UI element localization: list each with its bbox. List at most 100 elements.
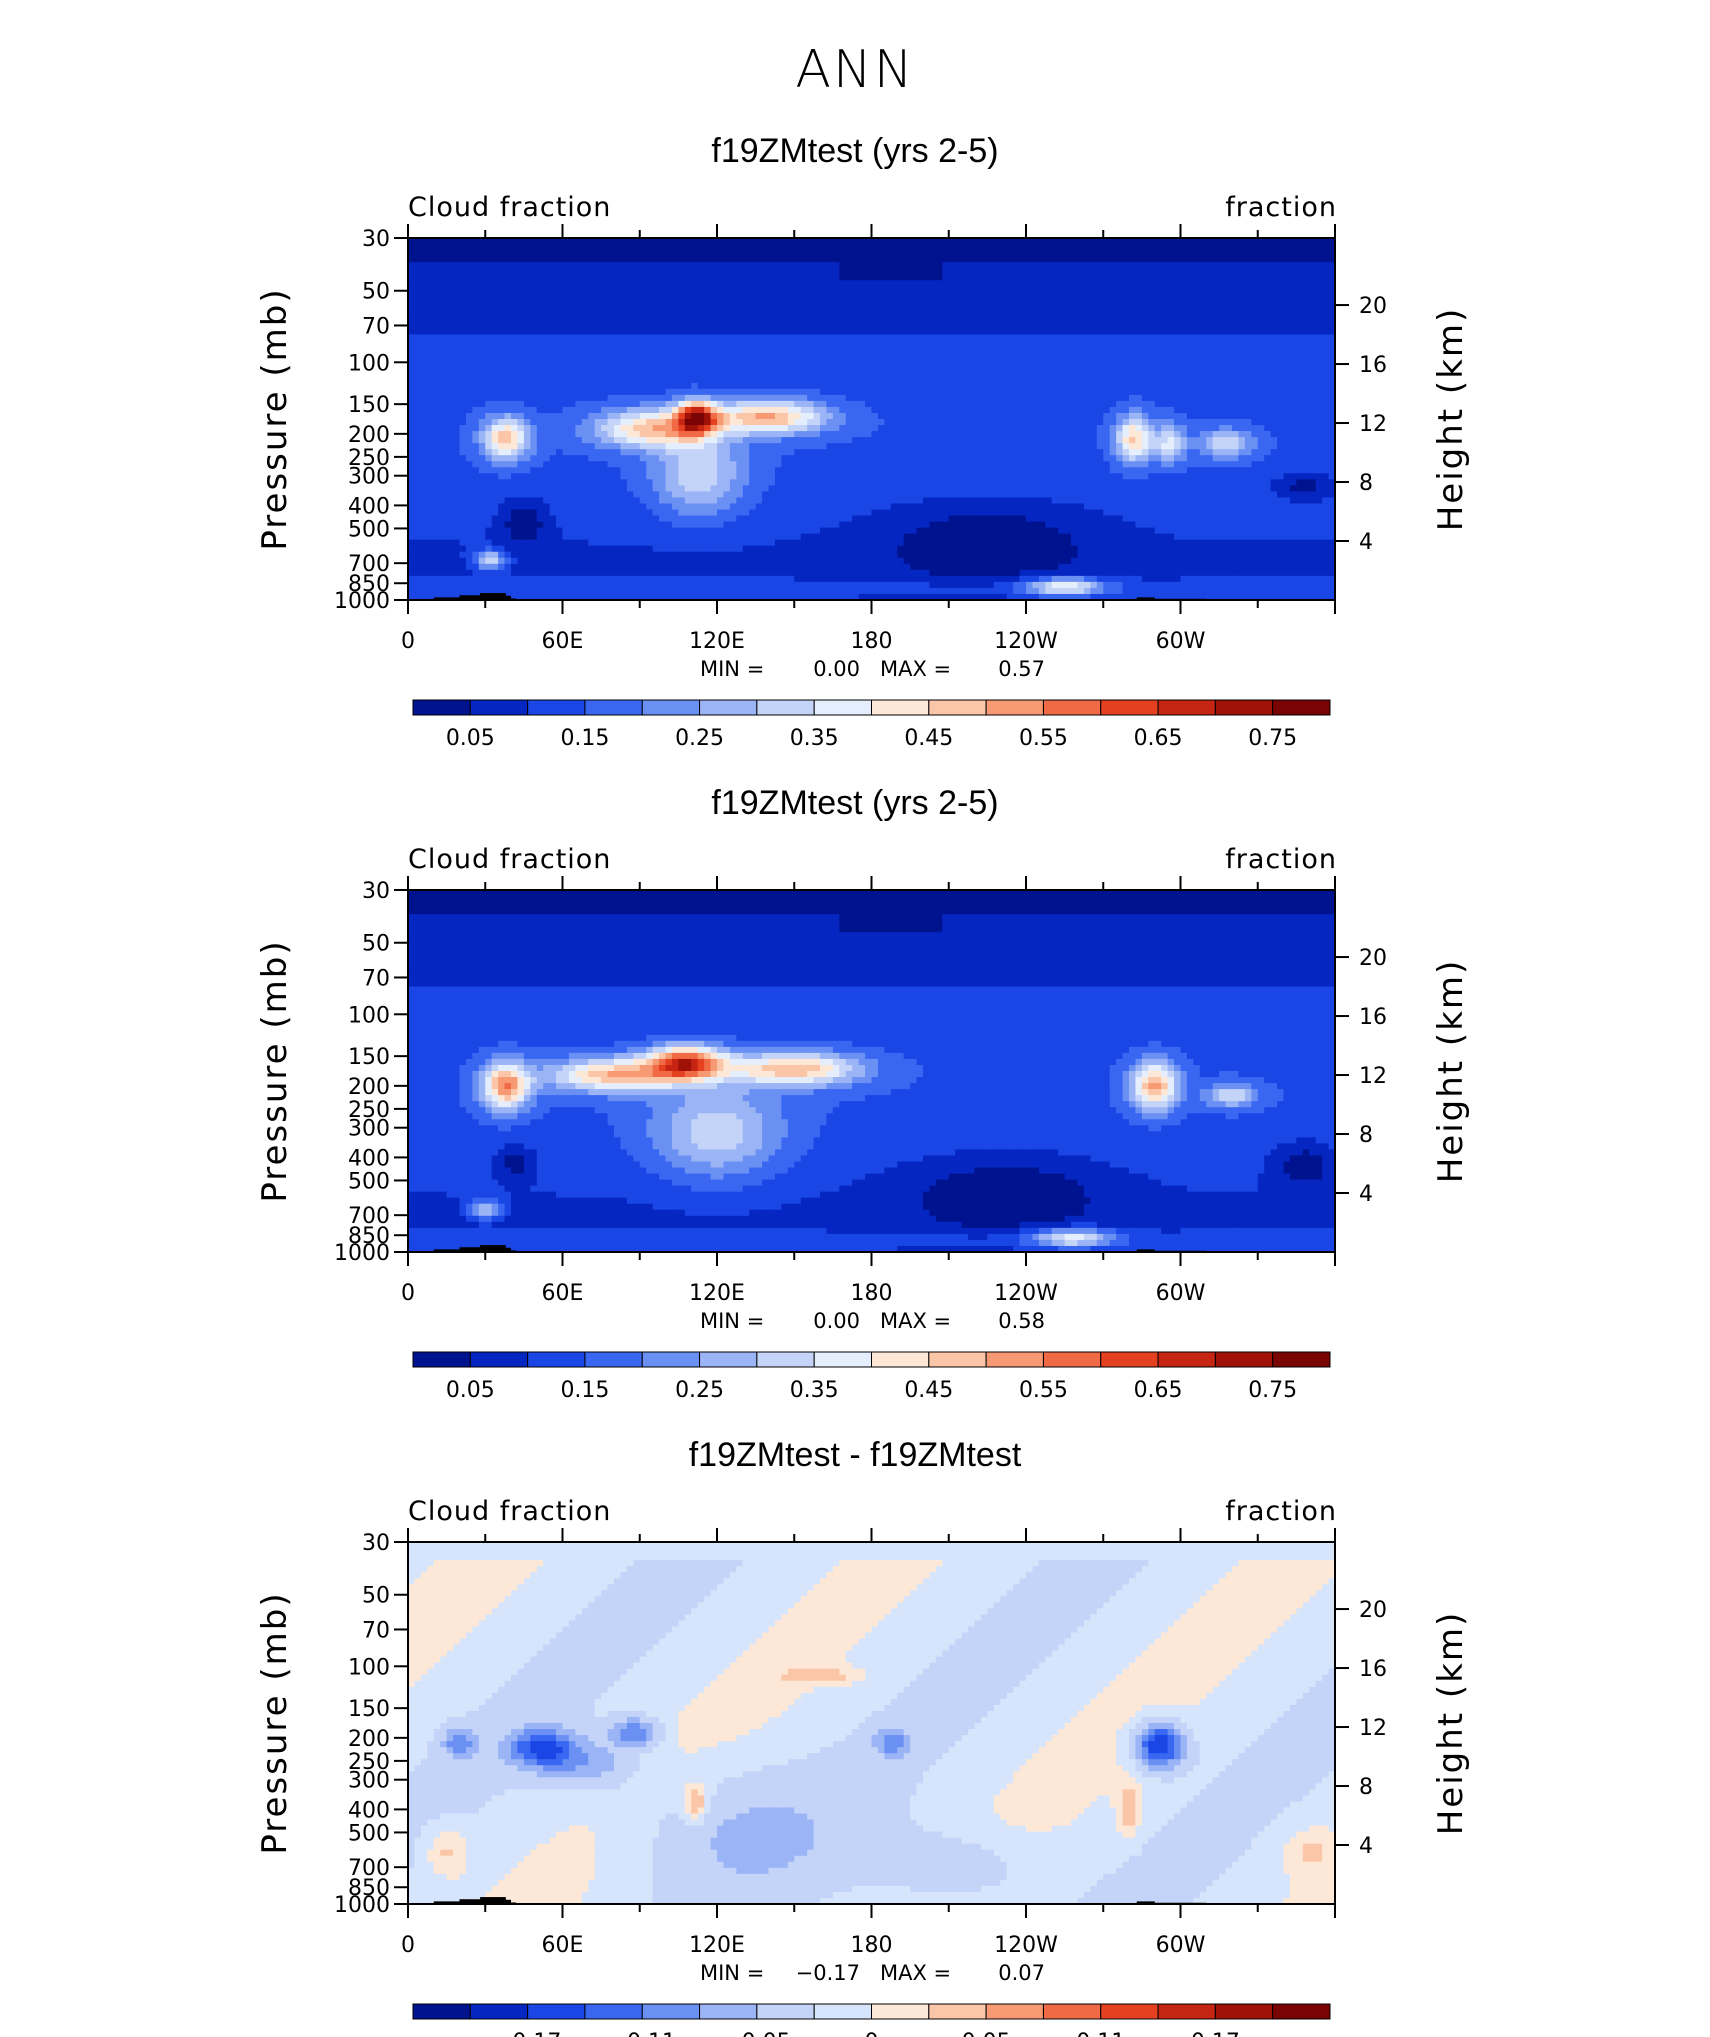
y-axis-label: Pressure (mb) (255, 939, 295, 1202)
min-value: −0.17 (796, 1961, 860, 1985)
y-tick-label: 1000 (334, 1893, 390, 1918)
colorbar-swatch (699, 2003, 758, 2020)
topography-mask (1136, 1901, 1155, 1904)
colorbar-swatch (928, 2003, 987, 2020)
y2-axis-label: Height (km) (1431, 1611, 1471, 1836)
contour-field-2 (408, 890, 1335, 1252)
x-tick-label: 120W (994, 1281, 1058, 1306)
units-label: fraction (1225, 1496, 1337, 1527)
colorbar-swatch (1214, 2003, 1274, 2020)
colorbar-swatch (527, 2003, 586, 2020)
topography-mask (1136, 597, 1155, 600)
y2-axis-label: Height (km) (1431, 959, 1471, 1184)
x-tick-label: 180 (851, 1281, 893, 1306)
colorbar-swatch (1272, 699, 1331, 716)
y2-tick-label: 8 (1359, 1775, 1373, 1800)
y2-tick-label: 8 (1359, 1123, 1373, 1148)
y2-tick-label: 16 (1359, 353, 1387, 378)
y2-tick-label: 4 (1359, 1834, 1373, 1859)
colorbar-label: 0 (865, 2030, 879, 2037)
topography-mask (495, 595, 511, 600)
topography-mask (480, 593, 506, 600)
colorbar-3: −0.17 −0.11 −0.05 0 0.05 0.11 0.17 (412, 2003, 1331, 2037)
topography-mask (495, 1899, 511, 1904)
colorbar-label: 0.25 (675, 1378, 724, 1403)
colorbar-swatch (584, 2003, 643, 2020)
colorbar-label: 0.65 (1134, 1378, 1183, 1403)
colorbar-label: 0.25 (675, 726, 724, 751)
colorbar-swatch (469, 699, 529, 716)
topography-mask (480, 1245, 506, 1252)
y-tick-label: 100 (348, 1655, 390, 1680)
colorbar-swatch (1042, 2003, 1102, 2020)
y2-tick-label: 12 (1359, 412, 1387, 437)
y-tick-label: 250 (348, 1098, 390, 1123)
topography-mask (480, 1897, 506, 1904)
y2-tick-label: 16 (1359, 1005, 1387, 1030)
x-tick-label: 60E (542, 1933, 584, 1958)
colorbar-swatch (1157, 1351, 1216, 1368)
y-tick-label: 850 (348, 572, 390, 597)
colorbar-label: 0.75 (1248, 726, 1297, 751)
y-tick-label: 200 (348, 423, 390, 448)
colorbar-label: 0.05 (446, 1378, 495, 1403)
y-tick-label: 500 (348, 1821, 390, 1846)
colorbar-label: 0.35 (790, 1378, 839, 1403)
colorbar-swatch (756, 699, 815, 716)
colorbar-swatch (1042, 1351, 1102, 1368)
topography-mask (495, 1247, 511, 1252)
colorbar-swatch (641, 2003, 701, 2020)
min-label: MIN = (700, 657, 764, 681)
colorbar-1: 0.05 0.15 0.25 0.35 0.45 0.55 0.65 0.75 (412, 699, 1331, 751)
colorbar-swatch (1042, 699, 1102, 716)
colorbar-label: −0.11 (609, 2030, 676, 2037)
colorbar-swatch (641, 699, 701, 716)
x-tick-label: 0 (401, 1933, 415, 1958)
y-tick-label: 30 (362, 879, 390, 904)
colorbar-swatch (1100, 1351, 1159, 1368)
y-tick-label: 100 (348, 351, 390, 376)
x-tick-label: 0 (401, 629, 415, 654)
figure-title: ANN (0, 40, 1710, 100)
topography-mask (433, 597, 473, 600)
colorbar-swatch (412, 2003, 471, 2020)
colorbar-swatch (527, 699, 586, 716)
colorbar-label: 0.55 (1019, 726, 1068, 751)
colorbar-swatch (813, 2003, 872, 2020)
colorbar-swatch (756, 2003, 815, 2020)
colorbar-2: 0.05 0.15 0.25 0.35 0.45 0.55 0.65 0.75 (412, 1351, 1331, 1403)
colorbar-swatch (813, 1351, 872, 1368)
contour-field-3 (408, 1542, 1335, 1904)
y2-axis-label: Height (km) (1431, 307, 1471, 532)
colorbar-swatch (1100, 2003, 1159, 2020)
y-tick-label: 250 (348, 1750, 390, 1775)
y2-tick-label: 12 (1359, 1716, 1387, 1741)
y-tick-label: 30 (362, 1531, 390, 1556)
y2-tick-label: 20 (1359, 294, 1387, 319)
colorbar-swatch (412, 1351, 471, 1368)
y-tick-label: 300 (348, 465, 390, 490)
colorbar-swatch (928, 1351, 987, 1368)
colorbar-label: 0.55 (1019, 1378, 1068, 1403)
max-value: 0.58 (998, 1309, 1045, 1333)
variable-label: Cloud fraction (408, 1496, 611, 1527)
colorbar-swatch (699, 1351, 758, 1368)
colorbar-swatch (1214, 699, 1274, 716)
y2-tick-label: 8 (1359, 471, 1373, 496)
min-value: 0.00 (813, 1309, 860, 1333)
y-tick-label: 850 (348, 1224, 390, 1249)
colorbar-swatch (584, 1351, 643, 1368)
topography-mask (459, 595, 491, 600)
colorbar-swatch (1214, 1351, 1274, 1368)
y-tick-label: 400 (348, 1798, 390, 1823)
y-tick-label: 700 (348, 1204, 390, 1229)
max-label: MAX = (880, 1961, 951, 1985)
colorbar-swatch (1157, 699, 1216, 716)
colorbar-swatch (871, 699, 930, 716)
y2-tick-label: 20 (1359, 1598, 1387, 1623)
panel-3-title: f19ZMtest - f19ZMtest (0, 1436, 1710, 1475)
y2-tick-label: 20 (1359, 946, 1387, 971)
colorbar-label: 0.35 (790, 726, 839, 751)
